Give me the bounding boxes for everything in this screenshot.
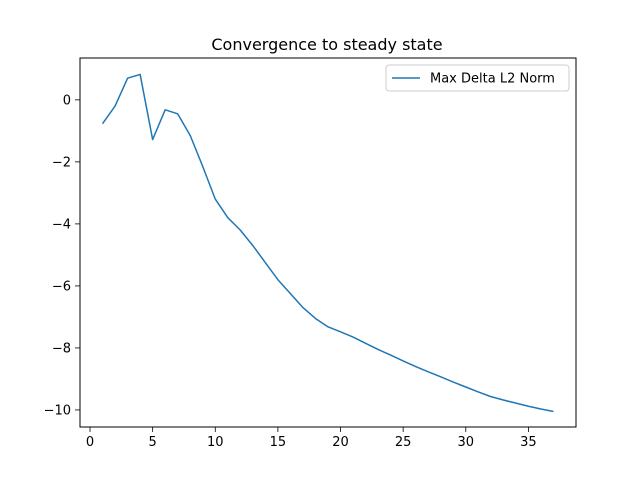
y-tick-label: −2 <box>52 155 71 170</box>
plot-frame <box>79 57 577 428</box>
y-tick-label: −4 <box>52 217 71 232</box>
x-tick-label: 5 <box>149 435 157 450</box>
legend-box <box>385 64 570 92</box>
x-tick-label: 0 <box>86 435 94 450</box>
x-tick-label: 35 <box>520 435 537 450</box>
y-tick-label: −10 <box>44 403 71 418</box>
chart-title: Convergence to steady state <box>211 35 442 54</box>
series-line-0 <box>101 73 554 413</box>
x-tick-label: 25 <box>395 435 412 450</box>
plot-area <box>101 73 554 413</box>
y-tick-label: −8 <box>52 341 71 356</box>
x-tick-label: 30 <box>458 435 475 450</box>
axes: 0 5 10 15 20 25 30 35 0 −2 −4 −6 −8 −10 <box>44 93 537 450</box>
x-tick-label: 20 <box>332 435 349 450</box>
legend: Max Delta L2 Norm <box>385 64 570 92</box>
y-tick-label: −6 <box>52 279 71 294</box>
y-tick-label: 0 <box>63 93 71 108</box>
x-tick-label: 10 <box>207 435 224 450</box>
x-tick-label: 15 <box>270 435 287 450</box>
legend-label: Max Delta L2 Norm <box>430 72 555 87</box>
